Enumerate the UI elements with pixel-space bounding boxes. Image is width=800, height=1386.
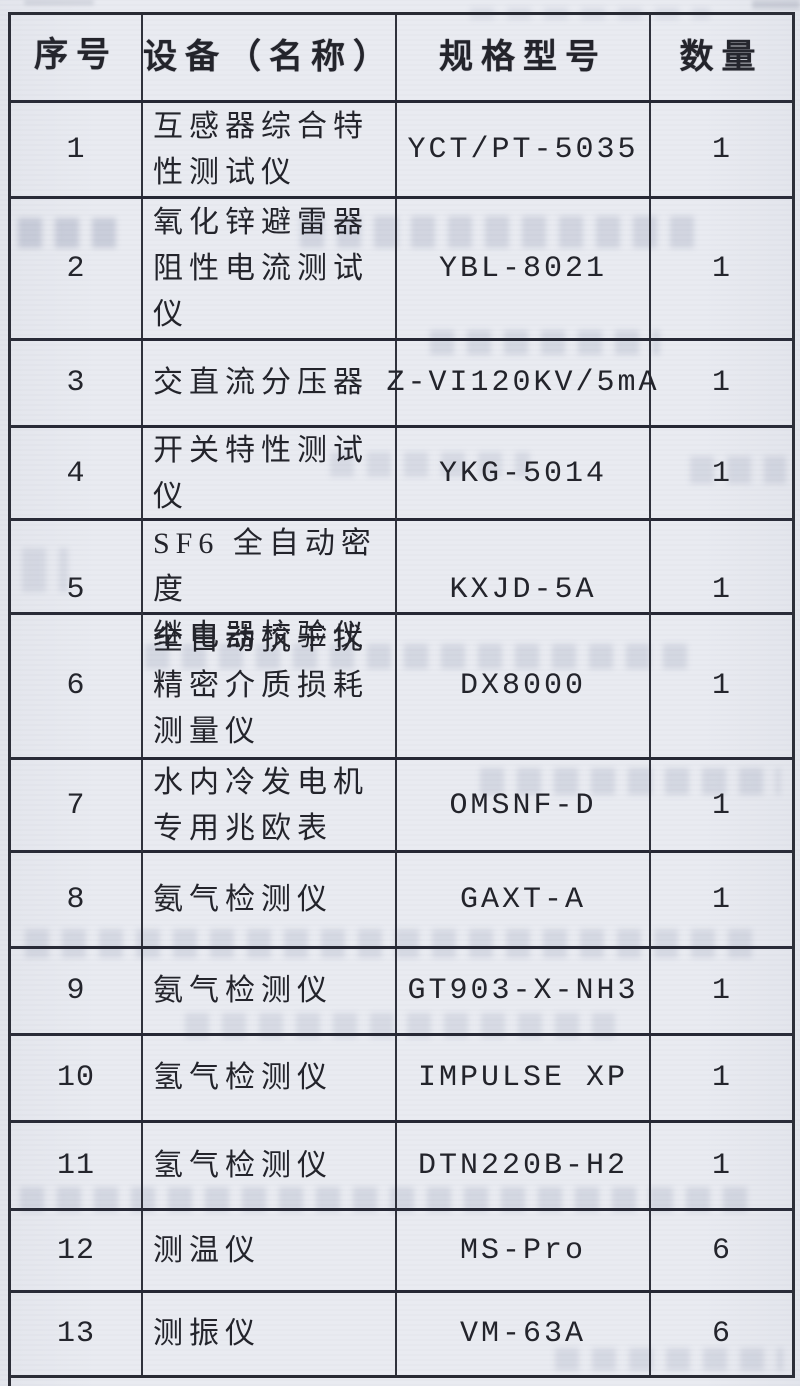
cell-equipment-name: 互感器综合特 性测试仪 xyxy=(143,103,397,196)
cell-equipment-name: 氨气检测仪 xyxy=(143,949,397,1033)
table-row: 13 测振仪 VM-63A 6 xyxy=(11,1293,792,1375)
scan-edge-smudge xyxy=(24,0,94,5)
cell-quantity: 1 xyxy=(711,974,731,1008)
cell-spec-model: YCT/PT-5035 xyxy=(397,103,651,196)
cell-equipment-name: 氨气检测仪 xyxy=(143,853,397,946)
cell-quantity: 1 xyxy=(711,251,731,286)
cell-equipment-name: 氢气检测仪 xyxy=(143,1036,397,1120)
cell-serial: 3 xyxy=(11,341,143,425)
cell-serial: 1 xyxy=(11,103,143,196)
table-row: 4 开关特性测试 仪 YKG-5014 1 xyxy=(11,428,792,521)
cell-serial: 12 xyxy=(11,1211,143,1290)
cell-quantity: 1 xyxy=(711,669,731,703)
cell-quantity: 1 xyxy=(711,132,731,167)
cell-spec-model: IMPULSE XP xyxy=(397,1036,651,1120)
cell-spec-model: OMSNF-D xyxy=(397,760,651,852)
cell-equipment-name: 测温仪 xyxy=(143,1211,397,1290)
cell-equipment-name: SF6 全自动密度 继电器校验仪 xyxy=(143,521,397,659)
table-row: 3 交直流分压器 Z-VI120KV/5mA 1 xyxy=(11,341,792,428)
cell-quantity: 1 xyxy=(711,882,731,917)
cell-serial: 10 xyxy=(11,1036,143,1120)
cell-serial: 7 xyxy=(11,760,143,852)
cell-quantity: 6 xyxy=(711,1317,731,1351)
cell-equipment-name: 全自动抗干扰 精密介质损耗 测量仪 xyxy=(143,615,397,757)
table-row: 9 氨气检测仪 GT903-X-NH3 1 xyxy=(11,949,792,1036)
table-row: 1 互感器综合特 性测试仪 YCT/PT-5035 1 xyxy=(11,103,792,199)
cell-spec-model: DTN220B-H2 xyxy=(397,1123,651,1208)
cell-quantity: 1 xyxy=(711,1061,731,1095)
cell-spec-model: YBL-8021 xyxy=(397,199,651,338)
cell-equipment-name: 测振仪 xyxy=(143,1293,397,1375)
cell-spec-model: VM-63A xyxy=(397,1293,651,1375)
header-serial-number: 序号 xyxy=(11,15,143,100)
cell-quantity: 1 xyxy=(711,573,731,607)
table-row: 11 氢气检测仪 DTN220B-H2 1 xyxy=(11,1123,792,1211)
cell-serial: 13 xyxy=(11,1293,143,1375)
cell-spec-model: DX8000 xyxy=(397,615,651,757)
cell-equipment-name: 开关特性测试 仪 xyxy=(143,428,397,520)
scan-edge-smudge xyxy=(752,0,800,9)
cell-serial: 5 xyxy=(11,521,143,659)
cell-spec-model: Z-VI120KV/5mA xyxy=(386,341,657,425)
header-spec-model: 规格型号 xyxy=(397,15,651,100)
header-quantity: 数量 xyxy=(679,38,764,76)
cell-serial: 4 xyxy=(11,428,143,520)
table-row: 5 SF6 全自动密度 继电器校验仪 KXJD-5A 1 xyxy=(11,521,792,659)
cell-quantity: 6 xyxy=(711,1233,731,1268)
header-row: 序号 设备（名称） 规格型号 数量 xyxy=(11,15,792,103)
cell-spec-model: GT903-X-NH3 xyxy=(397,949,651,1033)
table-row: 12 测温仪 MS-Pro 6 xyxy=(11,1211,792,1293)
cell-spec-model: KXJD-5A xyxy=(397,521,651,659)
header-equipment-name: 设备（名称） xyxy=(143,15,397,100)
cell-spec-model: MS-Pro xyxy=(397,1211,651,1290)
table-row: 6 全自动抗干扰 精密介质损耗 测量仪 DX8000 1 xyxy=(11,615,792,760)
cell-quantity: 1 xyxy=(711,1148,731,1183)
table-row: 8 氨气检测仪 GAXT-A 1 xyxy=(11,853,792,949)
cell-serial: 11 xyxy=(11,1123,143,1208)
cell-serial: 6 xyxy=(11,615,143,757)
table-row: 10 氢气检测仪 IMPULSE XP 1 xyxy=(11,1036,792,1123)
cell-equipment-name: 氧化锌避雷器 阻性电流测试 仪 xyxy=(143,199,397,338)
cell-spec-model: GAXT-A xyxy=(397,853,651,946)
cell-quantity: 1 xyxy=(711,366,731,400)
cell-quantity: 1 xyxy=(711,789,731,823)
cell-equipment-name: 交直流分压器 xyxy=(143,341,397,425)
cell-quantity: 1 xyxy=(711,457,731,491)
cell-serial: 8 xyxy=(11,853,143,946)
cell-serial: 9 xyxy=(11,949,143,1033)
cell-serial: 2 xyxy=(11,199,143,338)
cell-equipment-name: 水内冷发电机 专用兆欧表 xyxy=(143,760,397,852)
table-border-tail xyxy=(8,1378,11,1386)
cell-spec-model: YKG-5014 xyxy=(397,428,651,520)
cell-equipment-name: 氢气检测仪 xyxy=(143,1123,397,1208)
equipment-table: 序号 设备（名称） 规格型号 数量 1 互感器综合特 性测试仪 YCT/PT-5… xyxy=(8,12,795,1378)
table-row: 7 水内冷发电机 专用兆欧表 OMSNF-D 1 xyxy=(11,760,792,853)
table-row: 2 氧化锌避雷器 阻性电流测试 仪 YBL-8021 1 xyxy=(11,199,792,341)
